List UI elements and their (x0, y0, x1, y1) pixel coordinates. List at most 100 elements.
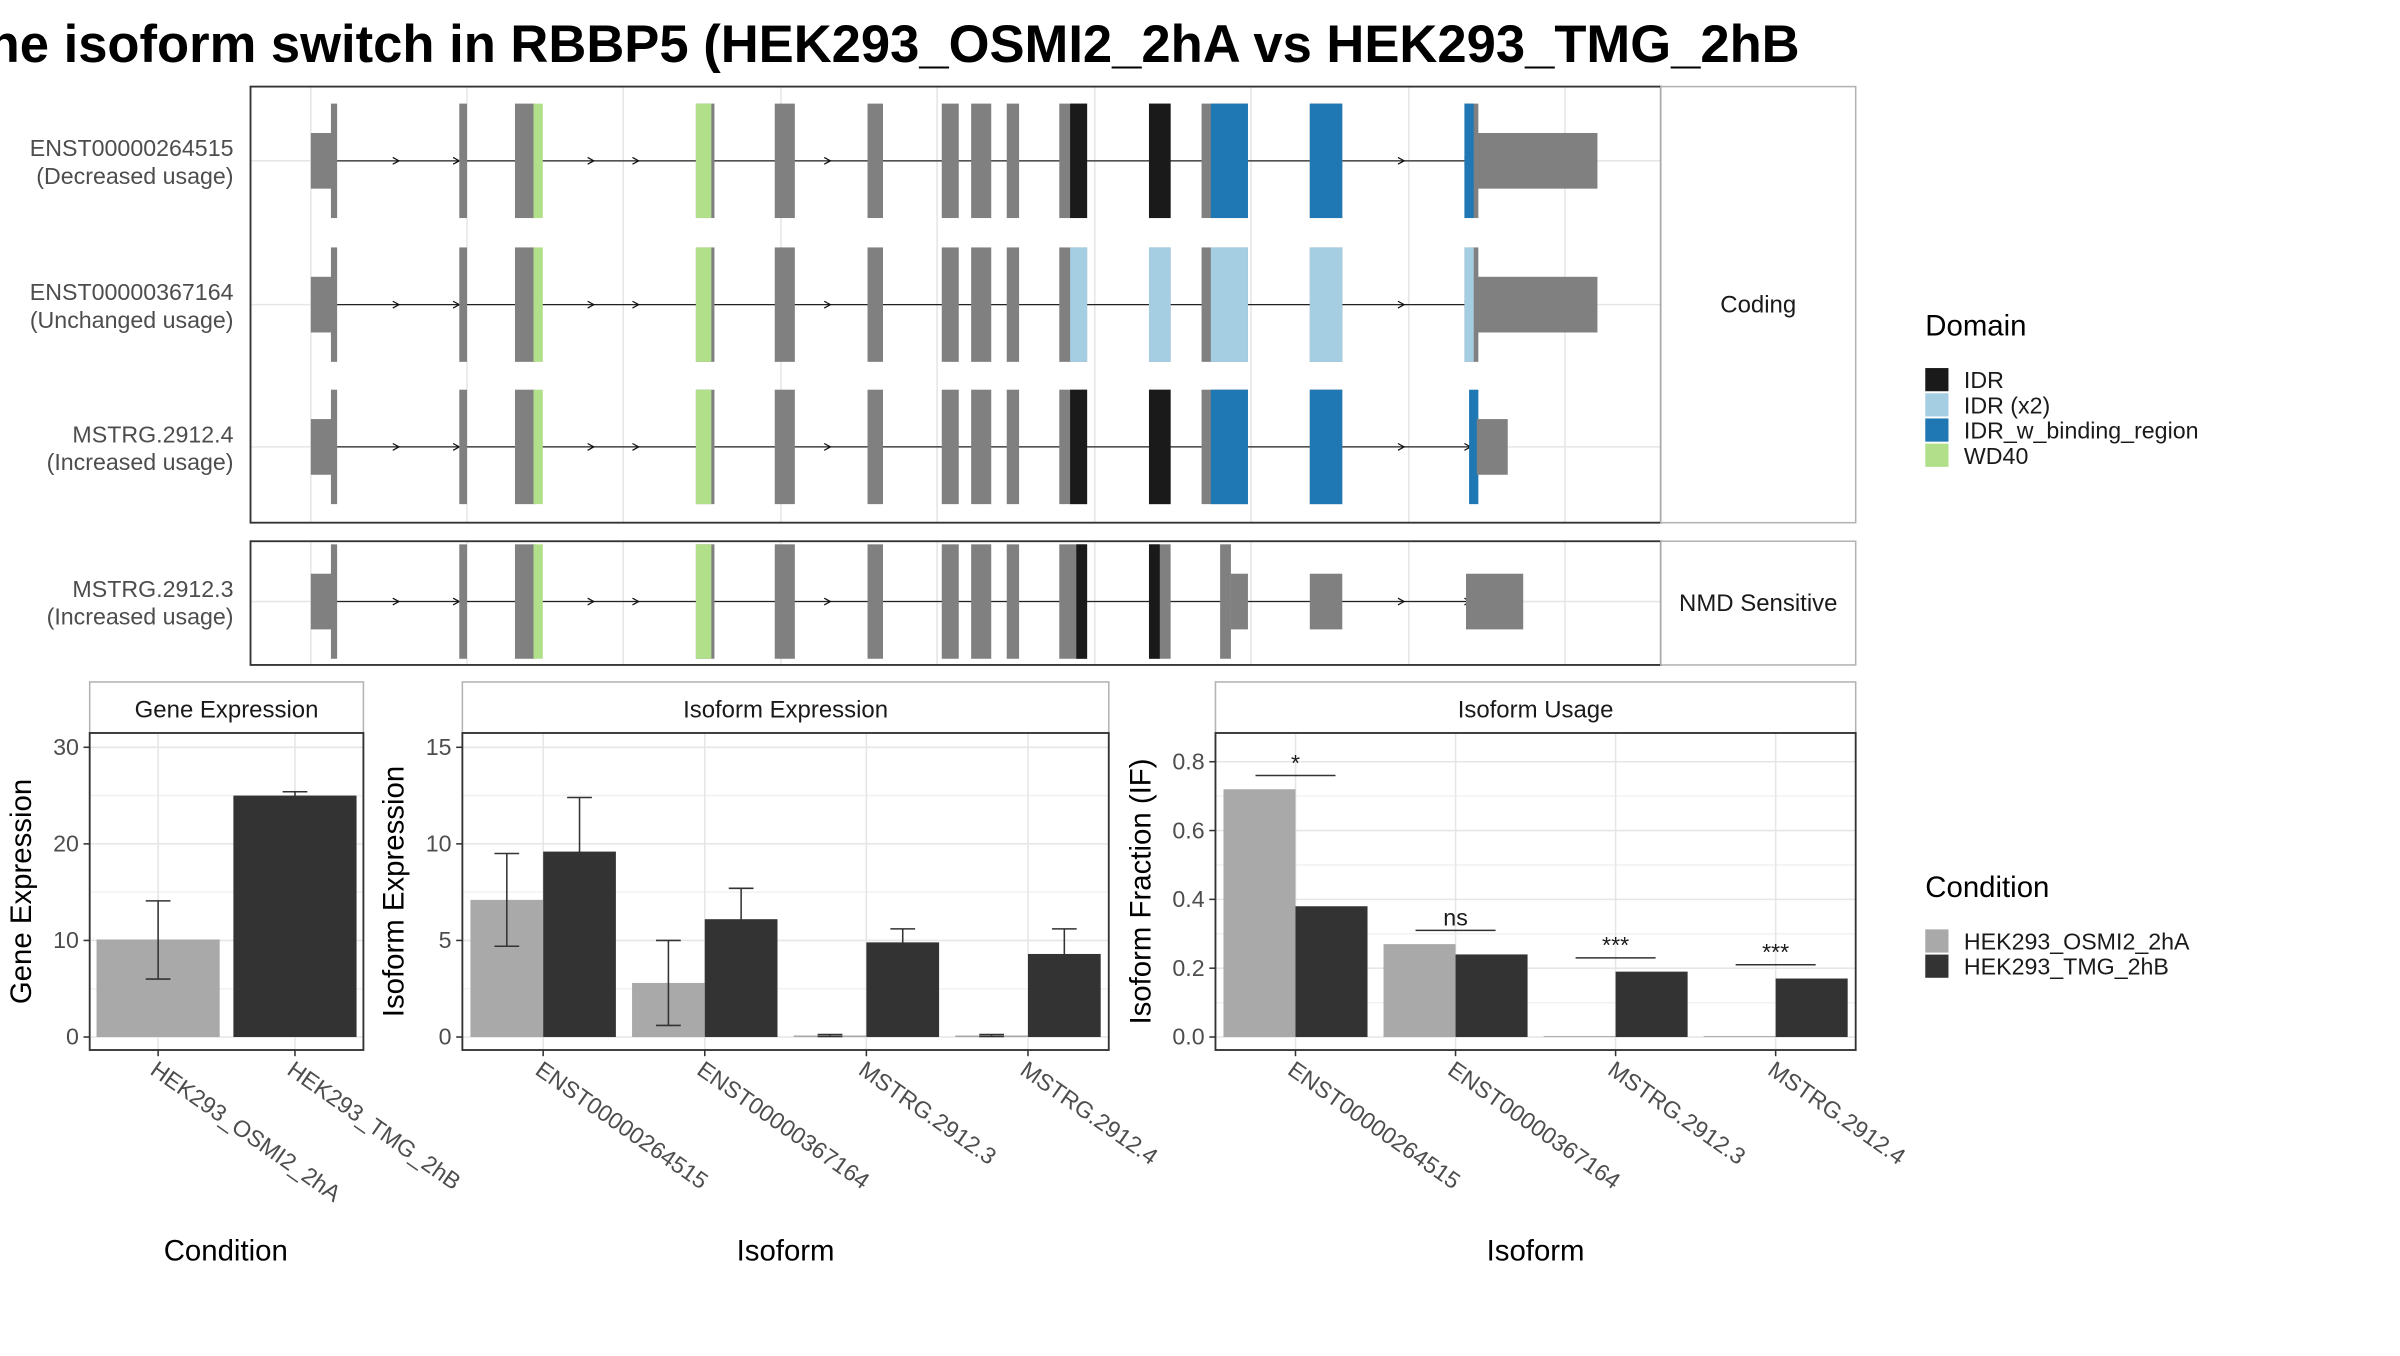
utr-5prime (310, 132, 333, 189)
intron-arrow (587, 156, 596, 165)
facet-strip-label: Coding (1720, 291, 1796, 318)
domain-wd40 (695, 389, 712, 505)
domain-idr-binding (1210, 389, 1248, 505)
legend-title: Condition (1925, 871, 2049, 904)
utr-3prime (1476, 132, 1598, 189)
chart-title: Isoform Usage (1458, 697, 1614, 724)
domain-idr-binding (1464, 103, 1474, 219)
exon (774, 389, 795, 505)
exon (774, 544, 795, 659)
bar (233, 795, 357, 1038)
intron-arrow (632, 156, 640, 165)
exon (459, 389, 468, 505)
intron-arrow (1397, 442, 1406, 451)
intron-arrow (392, 442, 401, 451)
exon (459, 103, 468, 219)
isoform-track (310, 544, 1524, 659)
figure-title: he isoform switch in RBBP5 (HEK293_OSMI2… (0, 15, 1800, 74)
domain-idr (1076, 544, 1088, 659)
exon (774, 247, 795, 362)
domain-idr-binding (1210, 247, 1248, 362)
intron-arrow (823, 300, 832, 309)
intron-arrow (587, 597, 596, 606)
utr-3prime (1230, 573, 1248, 630)
legend-label: HEK293_OSMI2_2hA (1964, 928, 2190, 954)
exon (1006, 389, 1020, 505)
domain-idr (1148, 247, 1171, 362)
utr-3prime (1476, 276, 1598, 333)
utr-5prime (310, 419, 333, 475)
exon (867, 544, 883, 659)
y-tick-label: 0.4 (1172, 886, 1204, 912)
y-tick-label: 0.8 (1172, 748, 1204, 774)
intron-arrow (823, 597, 832, 606)
intron-arrow (587, 442, 596, 451)
legend-swatch (1925, 929, 1949, 953)
domain-idr (1070, 103, 1088, 219)
bar (1615, 971, 1688, 1038)
y-tick-label: 0.6 (1172, 817, 1204, 843)
intron-arrow (1397, 300, 1406, 309)
domain-idr-binding (1210, 103, 1248, 219)
legend-swatch (1925, 443, 1949, 467)
exon (514, 247, 536, 362)
exon (867, 247, 883, 362)
legend-swatch (1925, 393, 1949, 417)
exon (514, 544, 536, 659)
facet-strip (1660, 540, 1857, 666)
exon (941, 544, 959, 659)
domain-idr (1148, 544, 1160, 659)
exon (867, 389, 883, 505)
domain-idr-binding (1464, 247, 1474, 362)
isoform-track (310, 247, 1598, 362)
y-tick-label: 0.2 (1172, 955, 1204, 981)
legend-label: IDR_w_binding_region (1964, 418, 2199, 444)
domain-idr-binding (1309, 103, 1343, 219)
y-tick-label: 30 (53, 734, 79, 760)
chart-title: Isoform Expression (683, 697, 888, 724)
exon (330, 103, 338, 219)
exon (941, 247, 959, 362)
intron-arrow (632, 442, 640, 451)
significance-label: * (1291, 750, 1300, 776)
isoform-id-label: ENST00000367164 (30, 279, 234, 305)
exon (1006, 247, 1020, 362)
domain-idr (1148, 389, 1171, 505)
legend-swatch (1925, 368, 1949, 392)
exon (514, 103, 536, 219)
utr-5prime (310, 573, 333, 630)
utr-3prime (1476, 419, 1508, 475)
isoform-usage-label: (Unchanged usage) (30, 307, 234, 333)
y-tick-label: 0 (66, 1024, 79, 1050)
domain-idr (1148, 103, 1171, 219)
y-tick-label: 0.0 (1172, 1024, 1204, 1050)
facet-strip-label: NMD Sensitive (1679, 590, 1837, 617)
intron-arrow (392, 156, 401, 165)
y-axis-label: Isoform Expression (378, 766, 411, 1017)
legend-title: Domain (1925, 310, 2026, 343)
exon (459, 247, 468, 362)
domain-wd40 (695, 247, 712, 362)
domain-idr (1070, 389, 1088, 505)
domain-wd40 (533, 247, 543, 362)
domain-wd40 (695, 544, 712, 659)
isoform-usage-label: (Increased usage) (47, 604, 234, 630)
legend-swatch (1925, 418, 1949, 442)
exon (459, 544, 468, 659)
chart-strip (1214, 681, 1857, 734)
legend-label: IDR (1964, 367, 2004, 393)
legend-label: WD40 (1964, 443, 2028, 469)
y-axis-label: Gene Expression (5, 779, 38, 1004)
significance-label: ns (1443, 905, 1468, 931)
bar (866, 942, 940, 1038)
bar (1703, 1036, 1776, 1038)
utr-3prime (1309, 573, 1343, 630)
legend-label: IDR (x2) (1964, 392, 2050, 418)
legend-label: HEK293_TMG_2hB (1964, 954, 2169, 980)
utr-3prime (1465, 573, 1524, 630)
isoform-usage-label: (Decreased usage) (36, 163, 233, 189)
intron-arrow (1397, 597, 1406, 606)
